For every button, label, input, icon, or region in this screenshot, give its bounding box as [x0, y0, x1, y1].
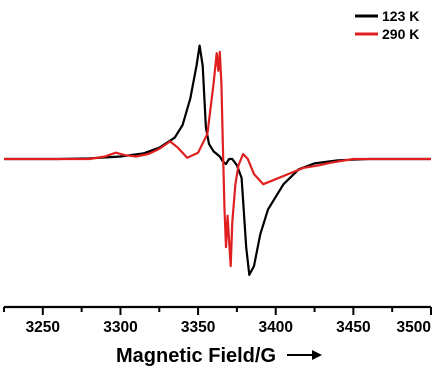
x-tick-label: 3250: [26, 319, 60, 336]
legend-label: 123 K: [382, 8, 419, 24]
arrow-right-icon: [287, 350, 322, 360]
x-tick-label: 3400: [258, 319, 292, 336]
series-line-123-k: [4, 44, 431, 276]
series-layer: [4, 44, 431, 276]
legend: 123 K 290 K: [355, 8, 419, 42]
x-axis-title: Magnetic Field/G: [116, 345, 276, 367]
series-line-290-k: [4, 50, 431, 268]
x-ticks: 3250 3300 3350 3400 3450 3500: [3, 307, 432, 336]
x-tick-label: 3350: [181, 319, 215, 336]
x-tick-label: 3450: [336, 319, 370, 336]
x-tick-label: 3500: [397, 319, 431, 336]
legend-label: 290 K: [382, 26, 419, 42]
x-axis-title-group: Magnetic Field/G: [116, 345, 322, 367]
x-tick-label: 3300: [103, 319, 137, 336]
